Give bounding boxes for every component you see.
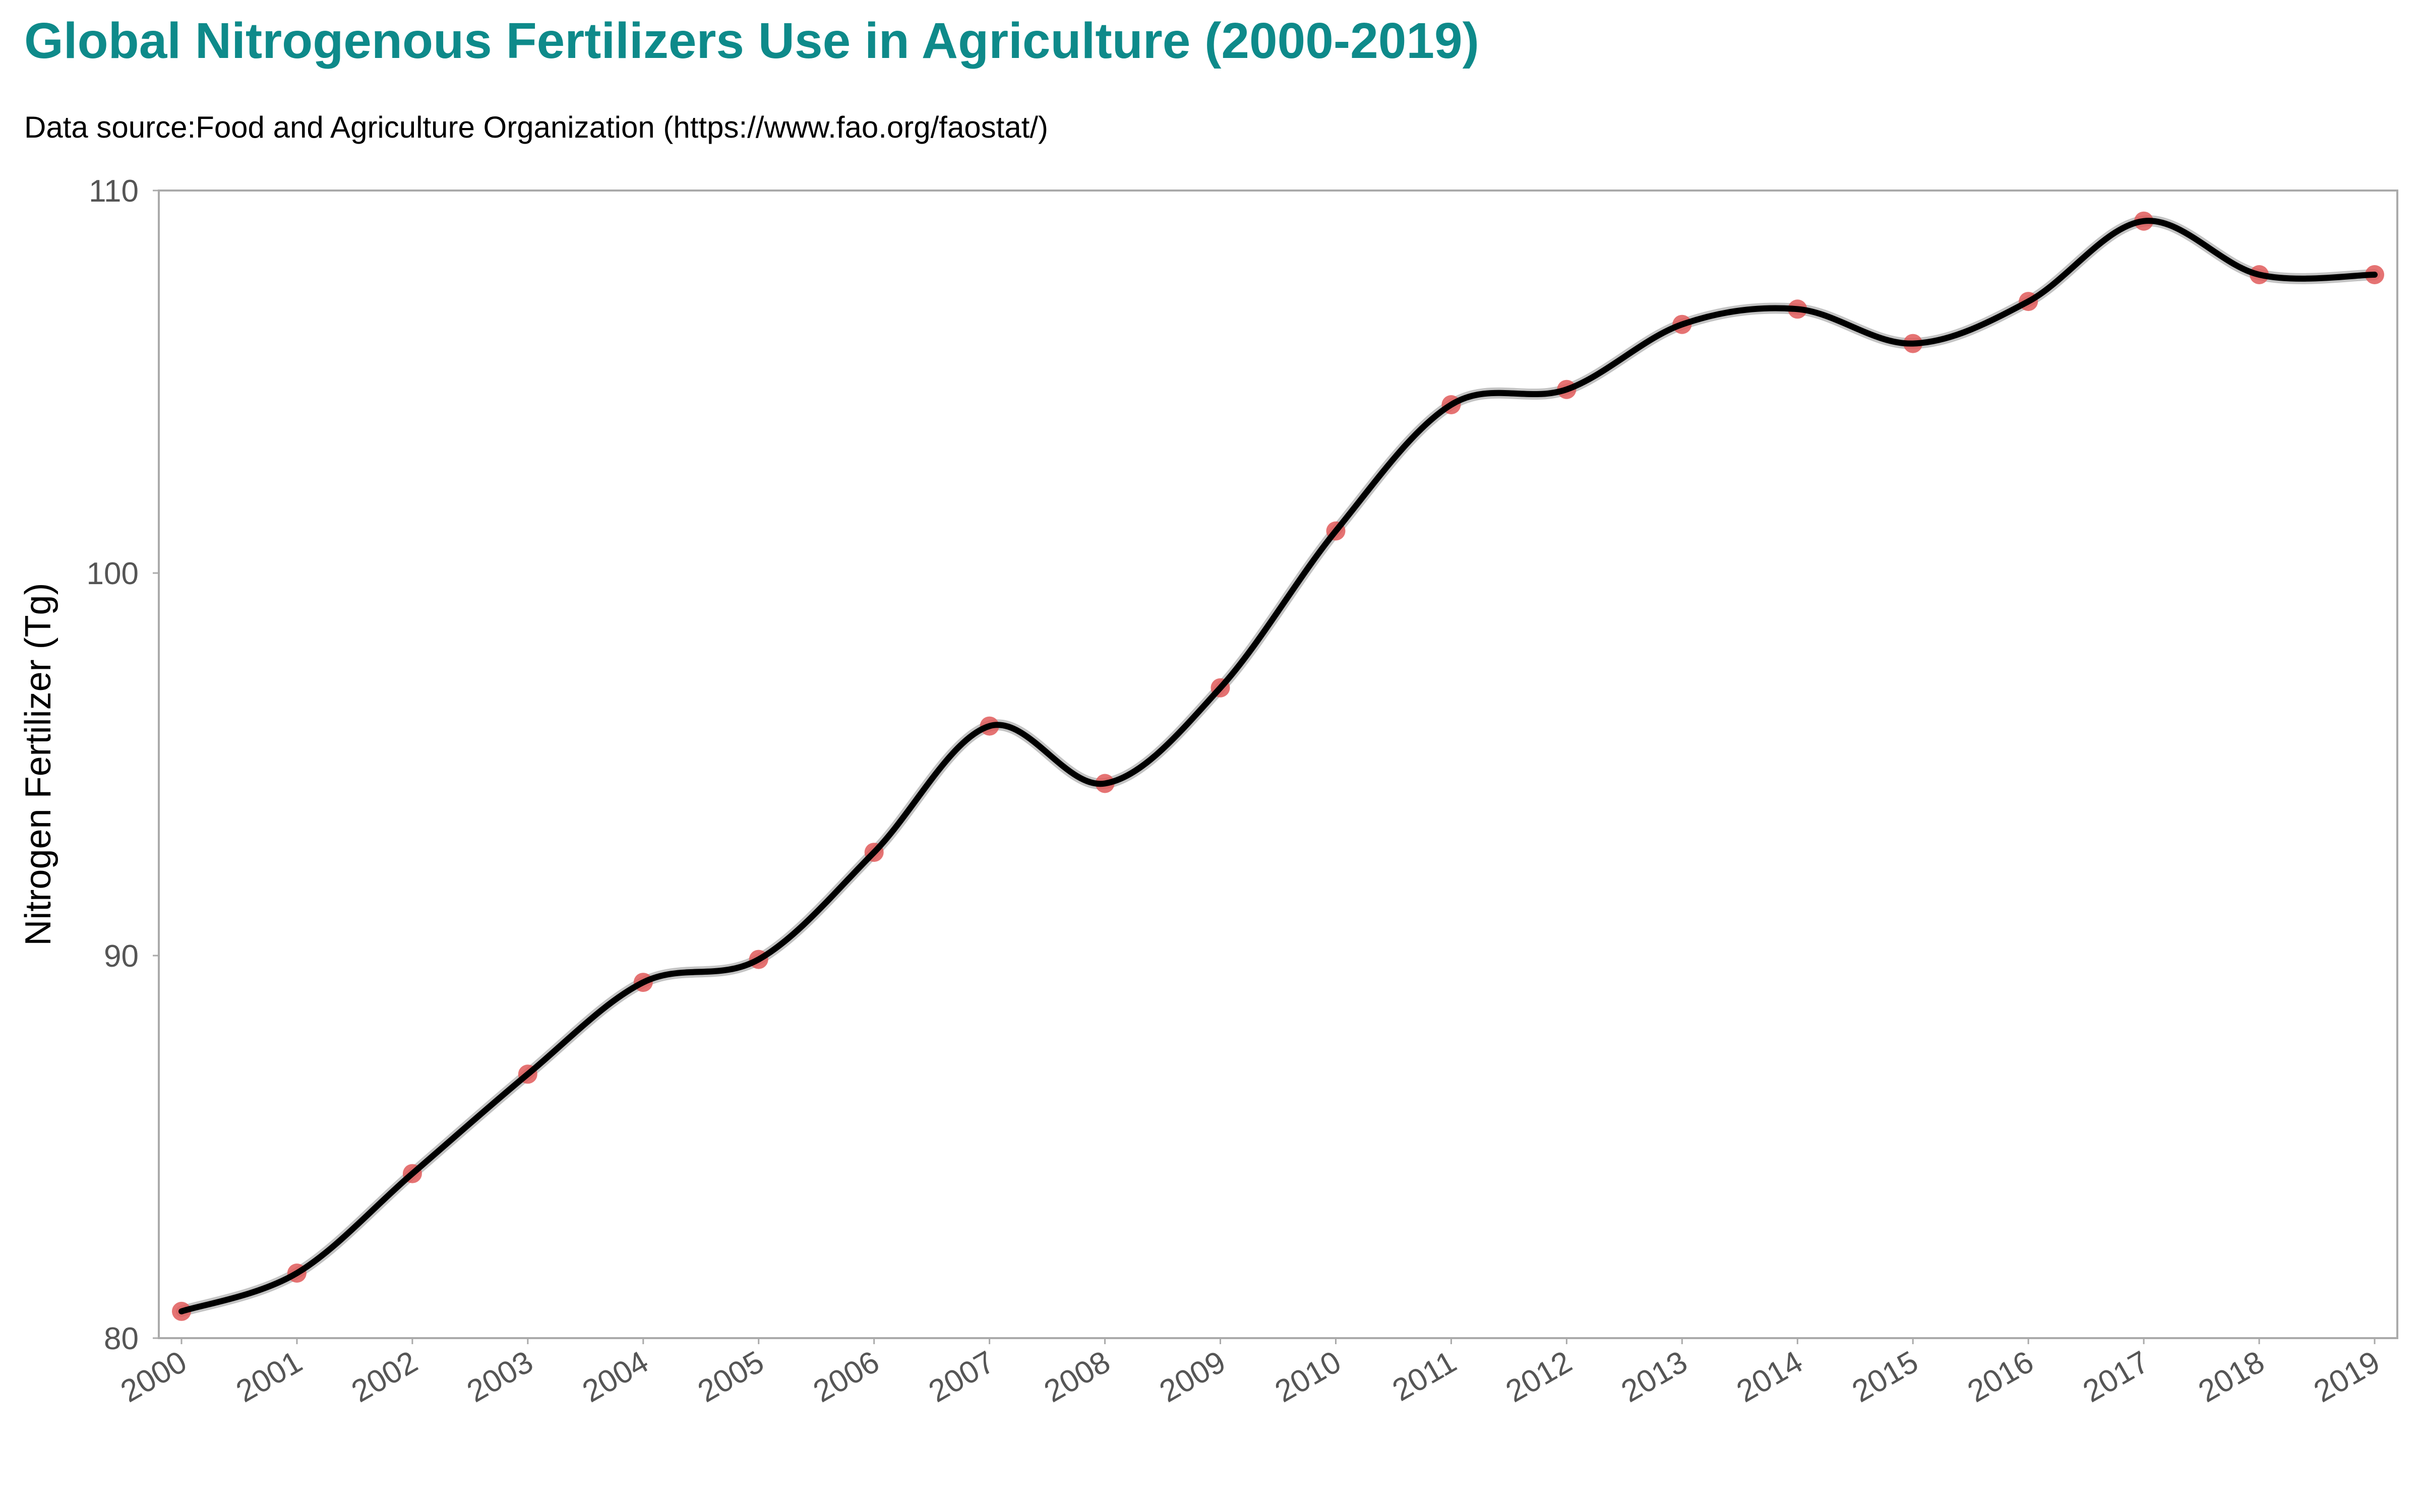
- x-tick-label: 2016: [1962, 1344, 2039, 1409]
- x-tick-label: 2005: [692, 1344, 770, 1409]
- y-tick-label: 100: [87, 556, 139, 591]
- y-tick-label: 110: [89, 174, 139, 209]
- x-tick-label: 2006: [808, 1344, 885, 1409]
- plot-area: [158, 190, 2398, 1339]
- x-tick-label: 2014: [1731, 1344, 1808, 1409]
- x-tick-label: 2002: [346, 1344, 424, 1409]
- y-axis-label: Nitrogen Fertilizer (Tg): [18, 583, 58, 946]
- chart-subtitle: Data source:Food and Agriculture Organiz…: [24, 110, 1048, 144]
- x-tick-label: 2012: [1500, 1344, 1578, 1409]
- y-axis: 80 90 100 110: [87, 174, 159, 1356]
- y-tick-label: 90: [104, 939, 139, 974]
- plot-frame: [158, 190, 2398, 1339]
- x-tick-label: 2004: [577, 1344, 654, 1409]
- x-tick-label: 2007: [923, 1344, 1001, 1409]
- x-tick-label: 2011: [1386, 1344, 1462, 1408]
- x-tick-label: 2019: [2308, 1344, 2386, 1409]
- x-tick-label: 2017: [2077, 1344, 2155, 1409]
- x-tick-label: 2009: [1154, 1344, 1232, 1409]
- x-tick-label: 2010: [1269, 1344, 1347, 1409]
- x-tick-label: 2003: [461, 1344, 539, 1409]
- x-tick-label: 2015: [1846, 1344, 1924, 1409]
- x-tick-label: 2013: [1615, 1344, 1693, 1409]
- x-tick-label: 2008: [1039, 1344, 1116, 1409]
- x-axis: 2000 2001 2002 2003 2004 2005 2006 2007 2008 2009…: [115, 1338, 2386, 1409]
- series-line: [178, 218, 2378, 1314]
- chart-title: Global Nitrogenous Fertilizers Use in Ag…: [24, 13, 1479, 69]
- x-tick-label: 2018: [2193, 1344, 2270, 1409]
- y-tick-label: 80: [104, 1321, 139, 1356]
- x-tick-label: 2001: [230, 1344, 308, 1409]
